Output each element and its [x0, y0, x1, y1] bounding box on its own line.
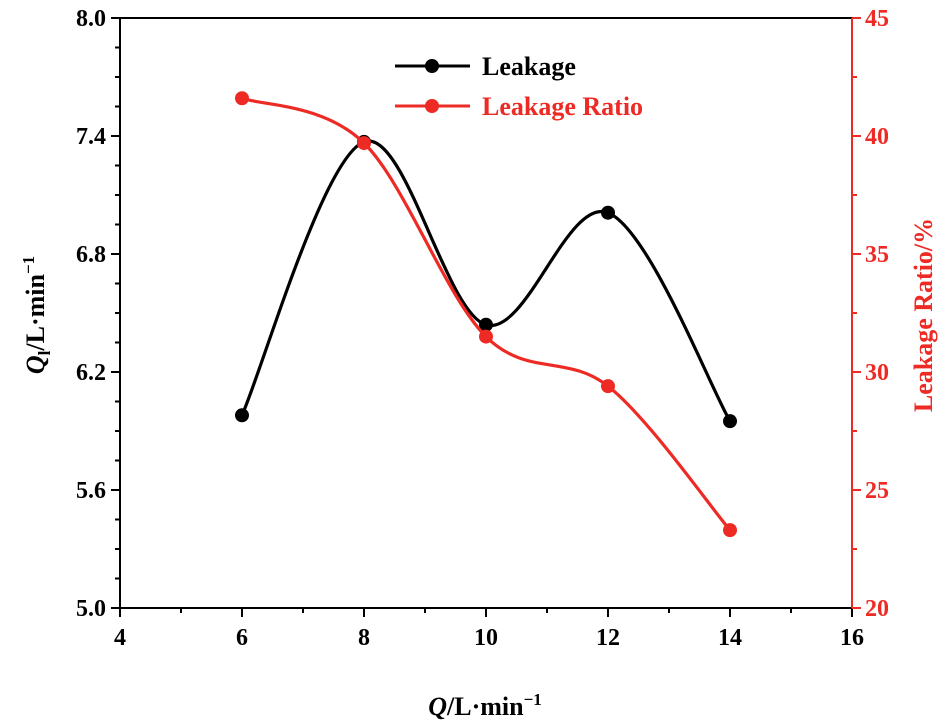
x-tick-label: 16: [840, 625, 864, 651]
right-y-tick-label: 45: [865, 6, 889, 32]
x-tick-label: 12: [596, 625, 620, 651]
legend-label-leakage: Leakage: [482, 52, 576, 81]
right-y-tick-label: 40: [865, 124, 889, 150]
data-point-leakage-ratio: [235, 91, 249, 106]
legend-marker-leakage: [425, 59, 439, 73]
left-y-axis-title: Ql/L·min−1: [19, 256, 54, 374]
x-axis-title: Q/L·min−1: [428, 690, 542, 721]
data-point-leakage: [235, 408, 249, 423]
left-y-tick-label: 6.8: [76, 242, 106, 268]
right-y-axis-title: Leakage Ratio/%: [909, 218, 938, 412]
x-tick-label: 4: [114, 625, 126, 651]
data-point-leakage-ratio: [723, 523, 737, 538]
series-line-leakage: [240, 139, 732, 422]
x-tick-label: 6: [236, 625, 248, 651]
left-y-tick-label: 8.0: [76, 6, 106, 32]
series-line-leakage-ratio: [241, 96, 732, 532]
left-y-axis-title-exp: −1: [19, 256, 38, 274]
x-tick-label: 14: [718, 625, 742, 651]
left-y-tick-label: 6.2: [76, 360, 106, 386]
legend: Leakage Leakage Ratio: [395, 52, 643, 121]
series-layer: [235, 91, 737, 538]
data-point-leakage-ratio: [479, 329, 493, 344]
right-y-axis: 20 25 30 35 40 45: [852, 6, 889, 622]
x-tick-label: 8: [358, 625, 370, 651]
left-y-tick-label: 5.6: [76, 478, 106, 504]
left-y-tick-label: 7.4: [76, 124, 106, 150]
right-y-tick-label: 30: [865, 360, 889, 386]
x-axis-title-main: Q: [428, 692, 447, 721]
data-point-leakage-ratio: [601, 379, 615, 394]
left-y-axis-title-unit: /L·min: [21, 274, 50, 352]
left-y-axis-title-main: Q: [21, 355, 50, 374]
right-y-tick-label: 20: [865, 596, 889, 622]
legend-marker-leakage-ratio: [425, 99, 439, 113]
x-axis: 4 6 8 10 12 14 16: [114, 608, 864, 651]
data-point-leakage-ratio: [357, 136, 371, 151]
right-y-tick-label: 25: [865, 478, 889, 504]
right-y-tick-label: 35: [865, 242, 889, 268]
left-y-tick-label: 5.0: [76, 596, 106, 622]
legend-label-leakage-ratio: Leakage Ratio: [482, 92, 643, 121]
x-tick-label: 10: [474, 625, 498, 651]
x-axis-title-unit: /L·min: [446, 692, 524, 721]
data-point-leakage: [601, 205, 615, 220]
left-y-axis: 5.0 5.6 6.2 6.8 7.4 8.0: [76, 6, 120, 622]
data-point-leakage: [479, 317, 493, 332]
data-point-leakage: [723, 414, 737, 429]
x-axis-title-exp: −1: [524, 690, 542, 709]
left-y-axis-title-sub: l: [35, 350, 54, 355]
